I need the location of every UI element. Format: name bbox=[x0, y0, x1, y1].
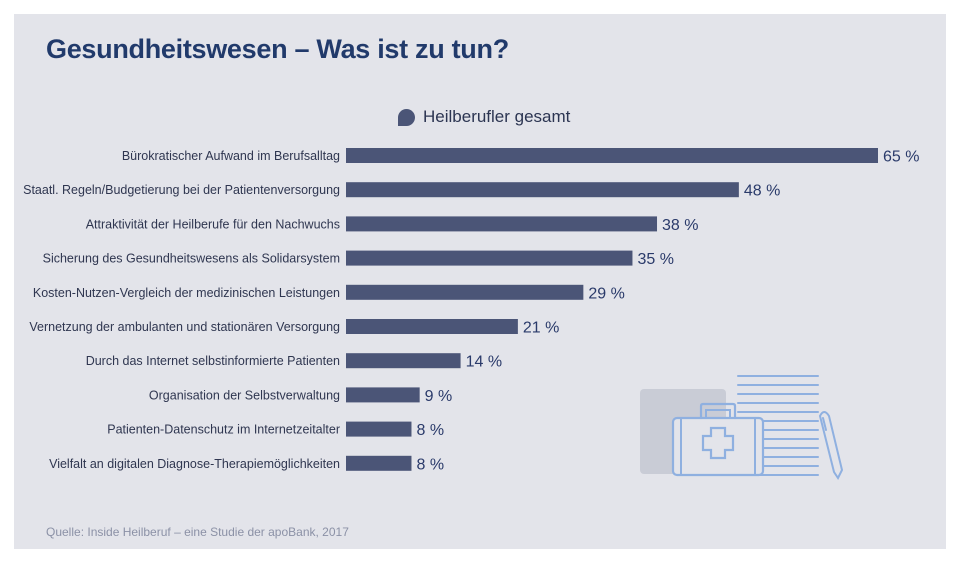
value-label: 8 % bbox=[416, 456, 444, 473]
value-label: 65 % bbox=[883, 149, 919, 166]
value-label: 8 % bbox=[416, 422, 444, 439]
category-label: Vielfalt an digitalen Diagnose-Therapiem… bbox=[49, 457, 340, 471]
bar bbox=[346, 387, 420, 403]
bar bbox=[346, 284, 584, 300]
bar bbox=[346, 353, 461, 369]
value-label: 38 % bbox=[662, 217, 698, 234]
category-label: Staatl. Regeln/Budgetierung bei der Pati… bbox=[23, 183, 340, 197]
category-label: Bürokratischer Aufwand im Berufsalltag bbox=[122, 149, 340, 163]
medical-kit-document-pen-icon bbox=[640, 375, 844, 480]
legend-marker-icon bbox=[398, 108, 415, 126]
bar bbox=[346, 216, 658, 232]
chart-panel bbox=[14, 14, 946, 549]
value-label: 48 % bbox=[744, 183, 780, 200]
bar bbox=[346, 319, 518, 334]
bar bbox=[346, 250, 633, 266]
source-note: Quelle: Inside Heilberuf – eine Studie d… bbox=[46, 525, 349, 539]
value-label: 9 % bbox=[425, 388, 453, 405]
value-label: 29 % bbox=[588, 285, 624, 302]
value-label: 35 % bbox=[637, 251, 673, 268]
value-label: 21 % bbox=[523, 320, 559, 337]
legend-label: Heilberufler gesamt bbox=[423, 107, 571, 126]
category-label: Vernetzung der ambulanten und stationäre… bbox=[29, 320, 340, 334]
category-label: Patienten-Datenschutz im Internetzeitalt… bbox=[107, 423, 340, 437]
bars-group: Bürokratischer Aufwand im Berufsalltag 65… bbox=[23, 148, 919, 473]
bar bbox=[346, 455, 412, 471]
bar bbox=[346, 148, 878, 163]
bar bbox=[346, 182, 739, 198]
category-label: Organisation der Selbstverwaltung bbox=[149, 388, 340, 402]
category-label: Kosten-Nutzen-Vergleich der medizinische… bbox=[33, 286, 340, 300]
value-label: 14 % bbox=[466, 354, 502, 371]
category-label: Durch das Internet selbstinformierte Pat… bbox=[86, 354, 340, 368]
category-label: Sicherung des Gesundheitswesens als Soli… bbox=[43, 252, 340, 266]
category-label: Attraktivität der Heilberufe für den Nac… bbox=[86, 217, 340, 231]
legend: Heilberufler gesamt bbox=[398, 106, 570, 128]
bar bbox=[346, 421, 412, 437]
chart-title: Gesundheitswesen – Was ist zu tun? bbox=[46, 34, 509, 64]
